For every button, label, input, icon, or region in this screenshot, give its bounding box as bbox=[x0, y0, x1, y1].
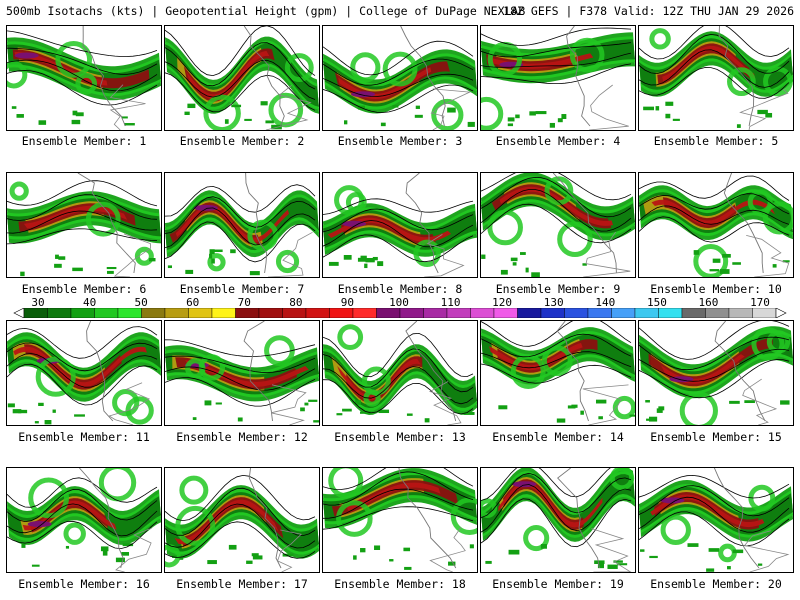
colorbar-swatch bbox=[164, 308, 189, 318]
ensemble-member-map bbox=[6, 25, 162, 131]
colorbar-swatch bbox=[728, 308, 753, 318]
colorbar-swatch bbox=[634, 308, 659, 318]
colorbar-tick-label: 150 bbox=[646, 296, 667, 309]
ensemble-member-caption: Ensemble Member: 14 bbox=[492, 430, 624, 444]
ensemble-member-map bbox=[6, 467, 162, 573]
ensemble-member-caption: Ensemble Member: 12 bbox=[176, 430, 308, 444]
colorbar-legend: 30 40 50 60 70 80 90 100 110 120 130 140 150 160 170 bbox=[0, 296, 800, 320]
colorbar-tick-label: 90 bbox=[340, 296, 355, 309]
ensemble-member-caption: Ensemble Member: 6 bbox=[21, 282, 147, 296]
colorbar-swatch bbox=[117, 308, 142, 318]
ensemble-member-caption: Ensemble Member: 7 bbox=[179, 282, 305, 296]
colorbar-tick-label: 170 bbox=[750, 296, 770, 309]
colorbar-tick-label: 160 bbox=[698, 296, 719, 309]
ensemble-member-map bbox=[480, 172, 636, 278]
colorbar-swatch bbox=[705, 308, 730, 318]
ensemble-member-map bbox=[638, 320, 794, 426]
colorbar-swatch bbox=[141, 308, 166, 318]
colorbar-tick-label: 120 bbox=[492, 296, 513, 309]
colorbar-swatch bbox=[564, 308, 589, 318]
ensemble-member-caption: Ensemble Member: 16 bbox=[18, 577, 150, 591]
colorbar-swatch bbox=[258, 308, 283, 318]
ensemble-member-caption: Ensemble Member: 2 bbox=[179, 134, 305, 148]
ensemble-member-caption: Ensemble Member: 11 bbox=[18, 430, 150, 444]
colorbar-swatch bbox=[70, 308, 95, 318]
colorbar-right-arrow bbox=[775, 308, 787, 318]
colorbar-swatch bbox=[517, 308, 542, 318]
colorbar-tick-label: 140 bbox=[595, 296, 616, 309]
ensemble-member-caption: Ensemble Member: 20 bbox=[650, 577, 782, 591]
colorbar-swatch bbox=[235, 308, 260, 318]
ensemble-member-map bbox=[638, 467, 794, 573]
ensemble-member-map bbox=[164, 467, 320, 573]
ensemble-member-caption: Ensemble Member: 15 bbox=[650, 430, 782, 444]
ensemble-member-caption: Ensemble Member: 13 bbox=[334, 430, 466, 444]
ensemble-member-map bbox=[164, 320, 320, 426]
valid-time: 18Z GEFS | F378 Valid: 12Z THU JAN 29 20… bbox=[503, 4, 794, 18]
ensemble-member-caption: Ensemble Member: 5 bbox=[653, 134, 779, 148]
ensemble-member-map bbox=[6, 172, 162, 278]
colorbar-swatch bbox=[305, 308, 330, 318]
colorbar-swatch bbox=[540, 308, 565, 318]
ensemble-member-map bbox=[322, 467, 478, 573]
colorbar-swatch bbox=[399, 308, 424, 318]
colorbar-swatch bbox=[681, 308, 706, 318]
ensemble-member-caption: Ensemble Member: 3 bbox=[337, 134, 463, 148]
ensemble-member-map bbox=[322, 25, 478, 131]
ensemble-member-caption: Ensemble Member: 17 bbox=[176, 577, 308, 591]
colorbar-tick-label: 100 bbox=[389, 296, 409, 309]
map-header: 500mb Isotachs (kts) | Geopotential Heig… bbox=[0, 0, 800, 22]
map-title: 500mb Isotachs (kts) | Geopotential Heig… bbox=[6, 4, 526, 18]
ensemble-member-caption: Ensemble Member: 1 bbox=[21, 134, 147, 148]
colorbar-swatch bbox=[188, 308, 213, 318]
colorbar-swatch bbox=[352, 308, 377, 318]
ensemble-member-map bbox=[322, 172, 478, 278]
colorbar-swatch bbox=[658, 308, 683, 318]
ensemble-member-map bbox=[480, 467, 636, 573]
colorbar-tick-label: 70 bbox=[237, 296, 251, 309]
ensemble-member-caption: Ensemble Member: 4 bbox=[495, 134, 621, 148]
ensemble-member-caption: Ensemble Member: 10 bbox=[650, 282, 782, 296]
ensemble-member-map bbox=[322, 320, 478, 426]
colorbar-swatch bbox=[211, 308, 236, 318]
ensemble-member-map bbox=[164, 172, 320, 278]
ensemble-member-map bbox=[638, 172, 794, 278]
colorbar-tick-label: 130 bbox=[543, 296, 564, 309]
colorbar-swatch bbox=[282, 308, 307, 318]
ensemble-member-map bbox=[638, 25, 794, 131]
ensemble-member-map bbox=[164, 25, 320, 131]
colorbar-tick-labels: 30 40 50 60 70 80 90 100 110 120 130 140 150 160 170 bbox=[0, 296, 800, 309]
colorbar-swatch bbox=[376, 308, 401, 318]
ensemble-member-map bbox=[480, 320, 636, 426]
ensemble-member-caption: Ensemble Member: 19 bbox=[492, 577, 624, 591]
colorbar-swatch bbox=[587, 308, 612, 318]
colorbar-swatch bbox=[47, 308, 72, 318]
colorbar-swatch bbox=[94, 308, 119, 318]
ensemble-member-caption: Ensemble Member: 8 bbox=[337, 282, 463, 296]
ensemble-member-caption: Ensemble Member: 18 bbox=[334, 577, 466, 591]
colorbar-tick-label: 110 bbox=[440, 296, 461, 309]
colorbar-tick-label: 50 bbox=[134, 296, 148, 309]
colorbar-left-arrow bbox=[13, 308, 25, 318]
ensemble-member-caption: Ensemble Member: 9 bbox=[495, 282, 621, 296]
colorbar bbox=[13, 308, 787, 318]
colorbar-swatch bbox=[329, 308, 354, 318]
colorbar-swatch bbox=[446, 308, 471, 318]
colorbar-tick-label: 30 bbox=[31, 296, 45, 309]
ensemble-member-map bbox=[6, 320, 162, 426]
colorbar-swatch bbox=[493, 308, 518, 318]
colorbar-swatch bbox=[752, 308, 777, 318]
ensemble-member-map bbox=[480, 25, 636, 131]
colorbar-tick-label: 60 bbox=[186, 296, 200, 309]
colorbar-swatch bbox=[23, 308, 48, 318]
colorbar-tick-label: 40 bbox=[82, 296, 97, 309]
colorbar-swatch bbox=[423, 308, 448, 318]
colorbar-swatch bbox=[470, 308, 495, 318]
colorbar-swatch bbox=[611, 308, 636, 318]
colorbar-tick-label: 80 bbox=[289, 296, 303, 309]
